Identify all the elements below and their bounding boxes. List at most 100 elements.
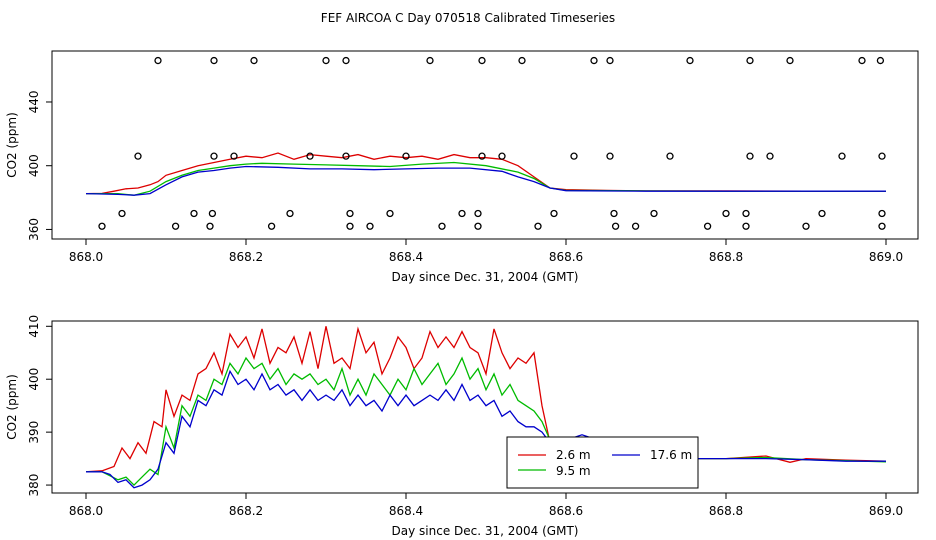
calibration-point — [742, 209, 750, 218]
calibration-point — [550, 209, 558, 218]
x-tick-label: 868.2 — [229, 250, 263, 264]
plot-frame — [51, 50, 919, 240]
calibration-point — [458, 209, 466, 218]
calibration-point — [230, 152, 238, 160]
legend-box — [506, 436, 699, 489]
calibration-point — [818, 209, 826, 218]
series-line-top — [86, 161, 886, 196]
calibration-point — [474, 209, 482, 218]
calibration-point — [267, 222, 276, 230]
x-axis-label: Day since Dec. 31, 2004 (GMT) — [392, 524, 579, 538]
calibration-point — [346, 209, 354, 218]
calibration-point — [746, 152, 754, 160]
legend-label-9-5m: 9.5 m — [556, 464, 591, 478]
calibration-point — [802, 222, 810, 230]
x-tick-label: 868.8 — [709, 504, 743, 518]
calibration-point — [703, 222, 712, 230]
y-tick-label: 440 — [27, 91, 41, 114]
calibration-point — [610, 209, 618, 218]
calibration-point — [611, 222, 620, 230]
calibration-point — [474, 222, 482, 230]
x-tick-label: 869.0 — [869, 504, 903, 518]
legend: 2.6 m 9.5 m 17.6 m — [506, 436, 699, 489]
y-tick-label: 400 — [27, 368, 41, 391]
calibration-point — [426, 56, 434, 65]
calibration-point — [478, 56, 486, 65]
calibration-point — [206, 222, 214, 230]
legend-label-2-6m: 2.6 m — [556, 448, 591, 462]
calibration-point — [98, 222, 106, 230]
calibration-point — [210, 56, 218, 65]
x-axis: 868.0 868.2 868.4 868.6 868.8 869.0 — [69, 239, 903, 264]
calibration-point — [342, 152, 350, 160]
calibration-point — [286, 209, 294, 218]
series-line-top — [85, 165, 886, 196]
calibration-point — [386, 209, 394, 218]
calibration-point — [134, 152, 142, 160]
x-tick-label: 868.6 — [549, 504, 583, 518]
legend-label-17-6m: 17.6 m — [650, 448, 692, 462]
calibration-point — [570, 152, 578, 160]
calibration-point — [171, 222, 180, 230]
calibration-point — [631, 222, 640, 230]
calibration-point — [438, 222, 446, 230]
calibration-point — [746, 56, 754, 65]
x-tick-label: 868.6 — [549, 250, 583, 264]
x-tick-label: 868.2 — [229, 504, 263, 518]
calibration-point — [766, 152, 774, 160]
series-line-9-5-m — [86, 356, 887, 487]
calibration-point — [590, 56, 598, 65]
calibration-point — [786, 56, 794, 65]
calibration-point — [666, 152, 674, 160]
calibration-point — [208, 209, 217, 218]
y-tick-label: 360 — [27, 218, 41, 241]
calibration-point — [342, 56, 350, 65]
x-tick-label: 868.4 — [389, 250, 423, 264]
y-tick-label: 410 — [27, 315, 41, 338]
calibration-point — [346, 222, 354, 230]
y-tick-label: 380 — [27, 474, 41, 497]
calibration-point — [722, 209, 730, 218]
x-tick-label: 868.0 — [69, 504, 103, 518]
figure-title: FEF AIRCOA C Day 070518 Calibrated Times… — [321, 11, 615, 25]
calibration-point — [118, 209, 126, 218]
x-axis: 868.0 868.2 868.4 868.6 868.8 869.0 — [69, 493, 903, 518]
calibration-point — [190, 209, 198, 218]
series-lines — [85, 326, 887, 489]
calibration-point — [878, 152, 886, 160]
series-lines — [85, 152, 886, 196]
x-tick-label: 868.4 — [389, 504, 423, 518]
calibration-point — [366, 222, 374, 230]
calibration-point — [154, 56, 162, 65]
y-axis-label: CO2 (ppm) — [5, 112, 19, 178]
calibration-point — [322, 56, 330, 65]
x-axis-label: Day since Dec. 31, 2004 (GMT) — [392, 270, 579, 284]
calibration-point — [876, 56, 885, 65]
y-axis-label: CO2 (ppm) — [5, 374, 19, 440]
series-line-top — [85, 152, 886, 195]
calibration-point — [878, 209, 886, 218]
calibration-point — [250, 56, 258, 65]
calibration-point — [534, 222, 542, 230]
calibration-point — [606, 152, 614, 160]
calibration-point — [838, 152, 846, 160]
calibration-point — [650, 209, 658, 218]
x-tick-label: 868.0 — [69, 250, 103, 264]
calibration-point — [606, 56, 614, 65]
calibration-point — [742, 222, 750, 230]
y-tick-label: 400 — [27, 154, 41, 177]
y-axis: 380 390 400 410 — [27, 315, 52, 497]
panel-bottom: 868.0 868.2 868.4 868.6 868.8 869.0 380 390 400… — [5, 315, 919, 538]
calibration-point — [686, 56, 694, 65]
calibration-point — [210, 152, 218, 160]
calibration-point — [858, 56, 866, 65]
y-tick-label: 390 — [27, 421, 41, 444]
panel-top: 868.0 868.2 868.4 868.6 868.8 869.0 360 400 440… — [5, 50, 919, 284]
calibration-point — [498, 152, 506, 160]
x-tick-label: 868.8 — [709, 250, 743, 264]
calibration-point — [518, 56, 526, 65]
x-tick-label: 869.0 — [869, 250, 903, 264]
calibration-point — [478, 152, 486, 160]
calibration-points — [98, 56, 886, 230]
